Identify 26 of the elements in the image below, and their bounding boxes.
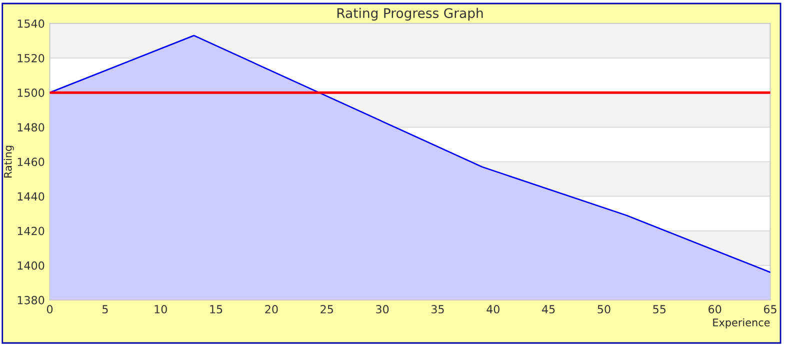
x-tick-label: 5 [102, 305, 108, 314]
x-tick-label: 20 [265, 305, 278, 314]
y-tick-label: 1380 [18, 296, 44, 304]
x-axis-title: Experience [713, 318, 770, 328]
x-tick-label: 45 [542, 305, 555, 314]
y-tick-label: 1420 [18, 226, 44, 236]
chart-title: Rating Progress Graph [337, 8, 483, 21]
y-tick-label: 1400 [18, 261, 44, 270]
y-tick-label: 1500 [18, 88, 44, 97]
y-tick-label: 1440 [18, 192, 44, 201]
x-tick-label: 35 [432, 305, 444, 314]
x-tick-label: 30 [376, 305, 389, 314]
x-tick-label: 65 [764, 305, 776, 314]
x-tick-label: 60 [708, 305, 722, 314]
y-tick-label: 1460 [18, 158, 44, 166]
y-tick-label: 1480 [18, 123, 44, 132]
x-tick-label: 10 [154, 305, 167, 314]
x-tick-label: 25 [320, 305, 333, 314]
x-tick-label: 40 [486, 305, 500, 314]
x-tick-label: 15 [210, 305, 222, 314]
x-tick-label: 50 [598, 305, 610, 314]
x-tick-label: 55 [653, 305, 666, 314]
y-axis-title: Rating [4, 146, 14, 178]
y-tick-label: 1540 [18, 19, 44, 28]
x-tick-label: 0 [46, 305, 53, 314]
y-tick-label: 1520 [18, 54, 44, 62]
